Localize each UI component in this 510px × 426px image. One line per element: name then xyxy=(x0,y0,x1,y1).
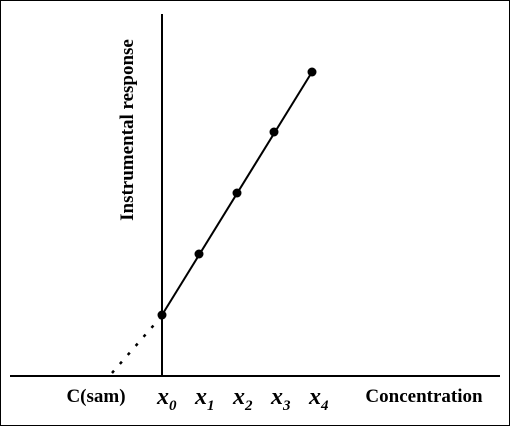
y-axis-label: Instrumental response xyxy=(117,39,138,221)
x-label: x2 xyxy=(232,384,253,414)
x-symbol: x xyxy=(156,384,169,410)
x-label: x3 xyxy=(270,384,291,414)
x-subscript: 0 xyxy=(169,398,177,414)
x-subscript: 2 xyxy=(244,398,253,414)
point xyxy=(269,127,279,137)
x-labels: x0 x1 x2 x3 x4 xyxy=(156,384,329,414)
x-axis-label: Concentration xyxy=(365,386,483,407)
point xyxy=(232,188,242,198)
x-label: x4 xyxy=(308,384,329,414)
x-label: x1 xyxy=(194,384,215,414)
x-subscript: 4 xyxy=(320,398,329,414)
x-symbol: x xyxy=(308,384,321,410)
points xyxy=(157,67,317,320)
x-subscript: 1 xyxy=(207,398,215,414)
extrapolation-line xyxy=(111,317,161,374)
x-symbol: x xyxy=(270,384,283,410)
x-symbol: x xyxy=(194,384,207,410)
x-subscript: 3 xyxy=(282,398,291,414)
point xyxy=(194,249,204,259)
point xyxy=(307,67,317,77)
x-label: x0 xyxy=(156,384,177,414)
sample-label: C(sam) xyxy=(66,386,125,407)
point xyxy=(157,310,167,320)
x-symbol: x xyxy=(232,384,245,410)
